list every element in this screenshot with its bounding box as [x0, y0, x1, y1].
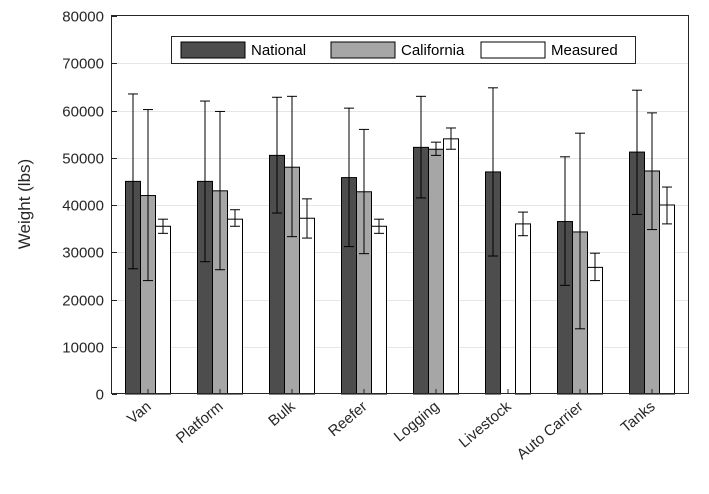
bars	[125, 138, 675, 395]
x-tick-label: Auto Carrier	[514, 398, 587, 463]
y-tick-label: 20000	[62, 293, 104, 310]
legend-label-california: California	[401, 42, 465, 59]
y-tick-label: 10000	[62, 340, 104, 357]
x-tick-label: Van	[124, 398, 155, 427]
bar-california-logging	[428, 148, 444, 395]
bar-measured-livestock	[515, 223, 531, 395]
bar-measured-logging	[443, 138, 459, 395]
y-tick-label: 80000	[62, 9, 104, 26]
y-tick-label: 50000	[62, 151, 104, 168]
legend-swatch-national	[180, 41, 246, 59]
x-tick-label: Platform	[173, 398, 227, 447]
y-tick-label: 60000	[62, 104, 104, 121]
y-tick-label: 70000	[62, 56, 104, 73]
y-tick-label: 40000	[62, 198, 104, 215]
bar-measured-bulk	[299, 217, 315, 395]
bar-measured-van	[155, 225, 171, 395]
legend-swatch-california	[330, 41, 396, 59]
y-tick-label: 0	[96, 387, 104, 404]
error-bars	[128, 87, 672, 330]
x-tick-label: Livestock	[456, 398, 515, 452]
bar-measured-reefer	[371, 225, 387, 395]
x-tick-label: Tanks	[618, 398, 659, 436]
legend-swatch-measured	[480, 41, 546, 59]
legend-label-national: National	[251, 42, 306, 59]
x-tick-label: Logging	[391, 398, 443, 445]
bar-measured-auto-carrier	[587, 266, 603, 395]
legend: National California Measured	[171, 36, 636, 64]
x-axis: Van Platform Bulk Reefer Logging Livestock Aut…	[124, 389, 659, 463]
legend-box	[171, 36, 636, 64]
y-tick-label: 30000	[62, 245, 104, 262]
plot-frame	[111, 15, 689, 394]
x-tick-label: Reefer	[325, 398, 370, 440]
bar-measured-tanks	[659, 204, 675, 395]
legend-label-measured: Measured	[551, 42, 618, 59]
y-axis: 0 10000 20000 30000 40000 50000 60000 70000 8000…	[62, 9, 117, 404]
bar-measured-platform	[227, 218, 243, 395]
x-tick-label: Bulk	[265, 398, 299, 430]
y-axis-label: Weight (lbs)	[15, 159, 34, 249]
